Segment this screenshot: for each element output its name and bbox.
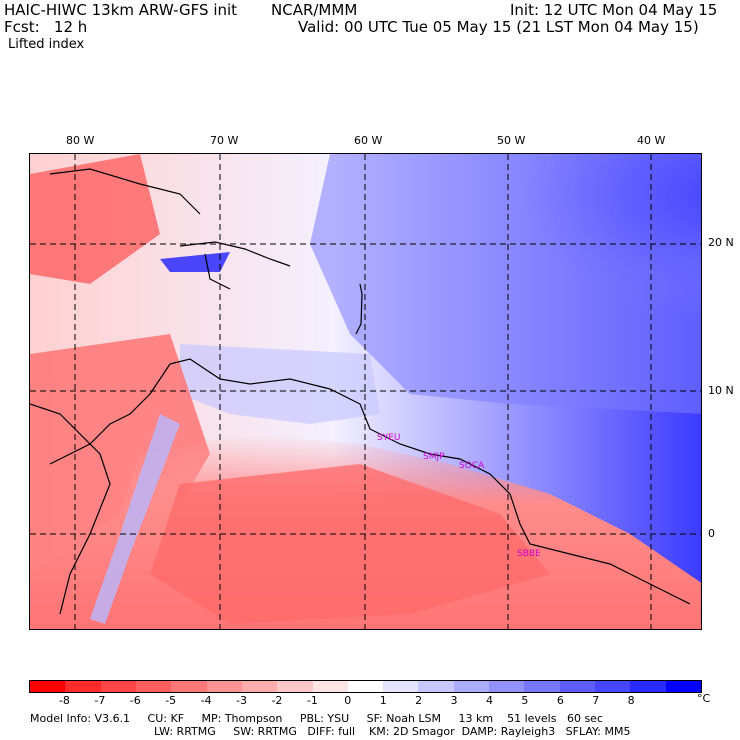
colorbar-swatch [312, 681, 348, 692]
colorbar-tick-label: 6 [556, 694, 564, 707]
lon-label-70w: 70 W [210, 134, 239, 147]
colorbar-swatch [665, 681, 701, 692]
valid-time: Valid: 00 UTC Tue 05 May 15 (21 LST Mon … [298, 18, 699, 36]
colorbar-tick-label: -2 [271, 694, 283, 707]
colorbar-tick-label: 4 [485, 694, 493, 707]
lon-label-40w: 40 W [637, 134, 666, 147]
model-title: HAIC-HIWC 13km ARW-GFS init [4, 1, 238, 19]
station-label: SYEU [377, 433, 401, 443]
colorbar-tick-label: 1 [379, 694, 387, 707]
map-canvas [30, 154, 701, 629]
colorbar-swatch [524, 681, 560, 692]
colorbar-tick-label: -6 [129, 694, 141, 707]
lon-label-80w: 80 W [66, 134, 95, 147]
station-label: SOCA [459, 461, 485, 471]
colorbar-tick-label: -8 [58, 694, 70, 707]
caribbean-region [180, 344, 380, 424]
forecast-hour: Fcst: 12 h [4, 18, 88, 36]
andes-stable-streak [90, 414, 180, 624]
colorbar-tick-label: 3 [450, 694, 458, 707]
colorbar-swatch [100, 681, 136, 692]
colorbar-tick-label: -7 [94, 694, 106, 707]
colorbar-swatch [418, 681, 454, 692]
lat-label-0: 0 [708, 527, 715, 540]
colorbar-tick-label: -4 [200, 694, 212, 707]
colorbar-swatch [595, 681, 631, 692]
model-info-line-2: LW: RRTMG SW: RRTMG DIFF: full KM: 2D Sm… [154, 725, 631, 738]
colorbar-swatch [241, 681, 278, 692]
colorbar-unit: °C [697, 692, 711, 705]
coastlines [30, 168, 691, 615]
colorbar-swatch [347, 681, 384, 692]
colorbar-tick-label: -3 [236, 694, 247, 707]
colorbar-tick-label: -1 [306, 694, 318, 707]
field-name: Lifted index [8, 37, 85, 52]
colorbar-swatch [65, 681, 101, 692]
lat-label-10n: 10 N [708, 384, 734, 397]
colorbar-tick-label: -5 [165, 694, 177, 707]
colorbar-tick-label: 0 [344, 694, 352, 707]
lat-label-20n: 20 N [708, 236, 734, 249]
colorbar-swatch [383, 681, 419, 692]
colorbar-swatch [30, 681, 66, 692]
colorbar-swatch [453, 681, 490, 692]
colorbar [29, 680, 702, 693]
graticule [30, 154, 701, 629]
station-label: SBBE [517, 549, 541, 559]
colorbar-tick-label: 2 [415, 694, 423, 707]
stable-band [310, 154, 701, 414]
colorbar-swatch [277, 681, 313, 692]
colorbar-swatch [206, 681, 242, 692]
colorbar-swatch [171, 681, 207, 692]
lifted-index-map: SYEU SMJP SOCA SBBE [29, 153, 702, 630]
unstable-core [150, 464, 550, 624]
init-time: Init: 12 UTC Mon 04 May 15 [510, 1, 718, 19]
lon-label-60w: 60 W [354, 134, 383, 147]
colorbar-swatch [630, 681, 666, 692]
station-label: SMJP [423, 452, 445, 462]
model-info-line-1: Model Info: V3.6.1 CU: KF MP: Thompson P… [30, 712, 603, 725]
colorbar-swatch [489, 681, 525, 692]
colorbar-tick-label: 8 [627, 694, 635, 707]
lon-label-50w: 50 W [497, 134, 526, 147]
hispaniola-stable [160, 252, 230, 272]
unstable-northwest [30, 154, 160, 284]
colorbar-swatch [135, 681, 172, 692]
colorbar-tick-label: 5 [521, 694, 529, 707]
organization: NCAR/MMM [271, 1, 358, 19]
colorbar-swatch [559, 681, 595, 692]
colorbar-tick-label: 7 [592, 694, 600, 707]
